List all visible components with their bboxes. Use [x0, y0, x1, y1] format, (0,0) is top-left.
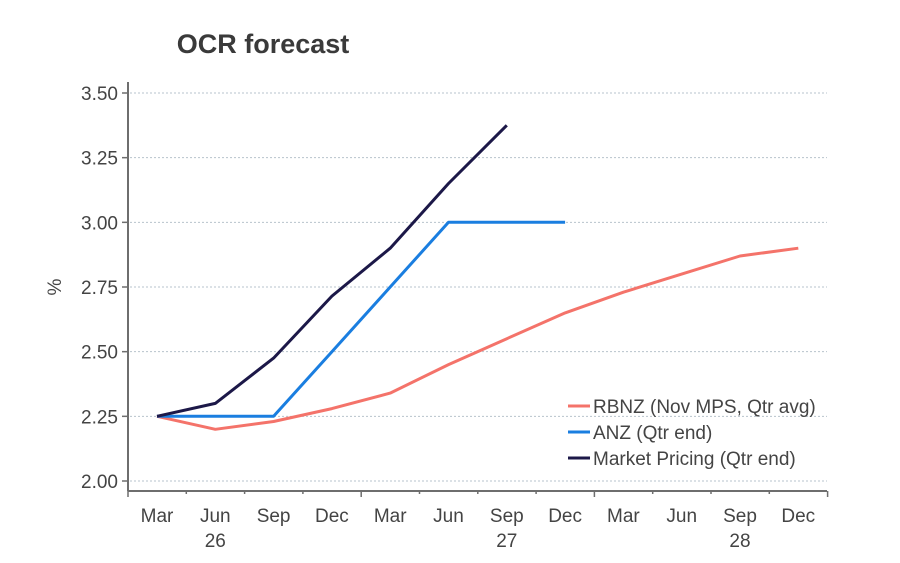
x-tick-label: Mar [607, 506, 640, 527]
y-tick-label: 3.00 [81, 213, 118, 234]
x-tick-labels: Mar Jun Sep Dec Mar Jun Sep Dec Mar Jun Sep Dec 26 27… [141, 506, 816, 552]
legend-label: Market Pricing (Qtr end) [593, 449, 796, 470]
y-axis-label: % [45, 278, 66, 295]
x-tick-label: Jun [200, 506, 231, 527]
x-tick-label: Jun [433, 506, 464, 527]
x-tick-label: Mar [141, 506, 174, 527]
x-tick-label: Sep [257, 506, 291, 527]
x-tick-label: Mar [374, 506, 407, 527]
x-tick-label: Dec [548, 506, 582, 527]
chart-title: OCR forecast [177, 29, 350, 59]
legend-label: RBNZ (Nov MPS, Qtr avg) [593, 397, 816, 418]
x-tick-label: Dec [315, 506, 349, 527]
x-tick-label: Sep [723, 506, 757, 527]
y-tick-label: 3.50 [81, 84, 118, 105]
y-tick-label: 2.00 [81, 472, 118, 493]
legend-label: ANZ (Qtr end) [593, 423, 712, 444]
x-tick-label: Sep [490, 506, 524, 527]
series-line-2 [156, 124, 508, 418]
x-year-label: 27 [496, 531, 517, 552]
series-line-0 [156, 246, 799, 431]
gridlines [130, 92, 827, 482]
y-tick-label: 2.50 [81, 343, 118, 364]
y-tick-labels: 2.00 2.25 2.50 2.75 3.00 3.25 3.50 [81, 84, 118, 493]
x-tick-label: Dec [781, 506, 815, 527]
y-tick-label: 2.25 [81, 407, 118, 428]
legend: RBNZ (Nov MPS, Qtr avg) ANZ (Qtr end) Mark… [568, 397, 816, 470]
series-lines [156, 124, 799, 431]
series-line-1 [157, 220, 566, 418]
x-year-label: 28 [729, 531, 750, 552]
y-tick-label: 3.25 [81, 149, 118, 170]
axes [122, 82, 829, 497]
x-tick-label: Jun [666, 506, 697, 527]
y-tick-label: 2.75 [81, 278, 118, 299]
x-year-label: 26 [205, 531, 226, 552]
